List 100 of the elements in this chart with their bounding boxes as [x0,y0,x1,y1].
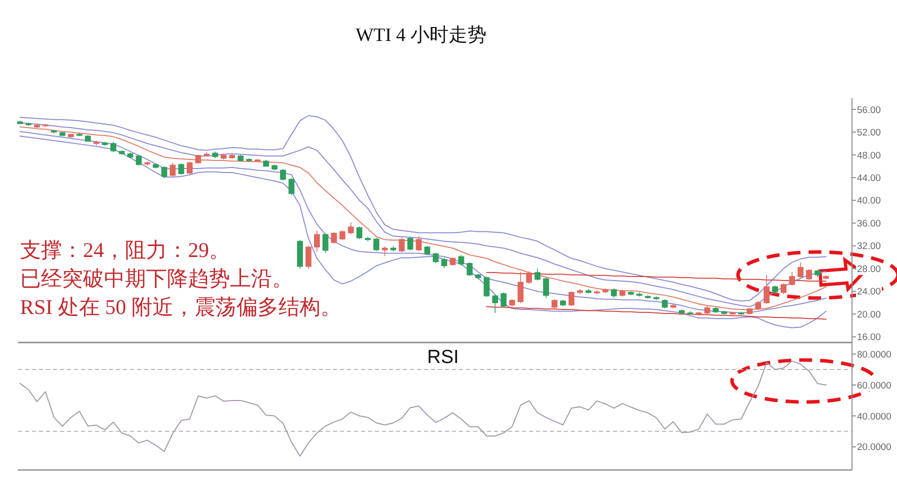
candlestick [746,307,753,316]
candlestick [526,271,532,284]
candlestick [653,296,660,300]
candlestick [534,268,540,281]
candlestick [814,270,820,278]
candlestick [398,237,405,252]
candlestick [678,309,685,316]
y-tick-label: 36.00 [857,218,881,230]
candlestick [254,158,260,162]
y-tick-label: 28.00 [857,264,881,275]
candlestick [26,122,32,126]
candlestick [755,300,762,310]
candlestick [610,288,617,298]
candlestick [560,299,566,307]
candlestick [780,282,787,295]
candlestick [50,129,57,134]
y-tick-label: 60.0000 [857,380,892,392]
candlestick [118,150,125,156]
candlestick [687,310,694,316]
y-tick-label: 16.00 [857,332,881,344]
candlestick [509,298,516,308]
candlestick [798,262,804,278]
line-series [486,306,826,320]
candlestick [552,298,558,309]
candlestick [110,141,116,152]
candlestick [136,154,142,166]
candlestick [17,120,23,125]
chart-title: WTI 4 小时走势 [356,25,486,46]
candlestick [238,154,244,162]
candlestick [195,154,202,164]
annotation: 已经突破中期下降趋势上沿。 [20,266,293,290]
y-tick-label: 56.00 [857,104,881,116]
candlestick [339,230,346,241]
chart-title: RSI [427,347,459,368]
candlestick [322,232,328,254]
candlestick [492,294,498,314]
y-tick-label: 24.00 [857,286,881,298]
candlestick [738,311,744,316]
candlestick [288,178,294,196]
candlestick [382,246,388,256]
candlestick [628,290,634,296]
candlestick [314,230,320,252]
candlestick [102,141,108,146]
candlestick [543,277,549,299]
candlestick [68,133,74,138]
candlestick [34,124,40,129]
candlestick [246,158,252,162]
candlestick [306,245,312,269]
candlestick [186,161,193,175]
candlestick [712,306,719,314]
candlestick [390,246,396,252]
y-tick-label: 40.0000 [857,411,892,422]
candlestick [789,272,796,286]
candlestick [696,311,702,316]
candlestick [272,164,278,171]
candlestick [823,275,829,280]
candlestick [441,257,448,268]
line-series [486,272,826,282]
y-tick-label: 20.0000 [857,442,892,454]
candlestick [721,310,728,316]
candlestick [297,240,303,269]
candlestick [42,124,48,128]
candlestick [144,161,150,166]
candlestick [586,288,592,294]
candlestick [730,311,736,316]
candlestick [475,273,482,280]
candlestick [577,288,583,295]
candlestick [178,162,184,176]
candlestick [772,285,778,295]
candlestick [356,226,362,240]
y-tick-label: 48.00 [857,150,881,162]
candlestick [170,162,176,177]
y-tick-label: 44.00 [857,173,881,184]
candlestick [212,151,218,159]
candlestick [348,222,354,235]
candlestick [59,132,66,136]
annotation: RSI 处在 50 附近，震荡偏多结构。 [20,295,342,319]
candlestick [466,262,473,276]
candlestick [220,153,227,160]
candlestick [93,140,100,146]
candlestick [704,305,710,314]
candlestick [662,298,668,309]
candlestick [364,236,371,242]
candlestick [407,236,414,251]
candlestick [229,154,236,160]
y-tick-label: 40.00 [857,196,881,207]
candlestick [518,272,524,304]
candlestick [84,134,91,142]
candlestick [636,292,642,297]
candlestick [373,237,380,252]
candlestick [424,245,430,256]
candlestick [263,160,269,168]
candlestick [670,303,676,309]
candlestick [161,166,168,179]
candlestick [644,294,651,300]
candlestick [619,289,626,297]
candlestick [764,274,770,304]
candlestick [432,252,439,264]
y-tick-label: 32.00 [857,241,881,252]
candlestick [127,152,134,159]
